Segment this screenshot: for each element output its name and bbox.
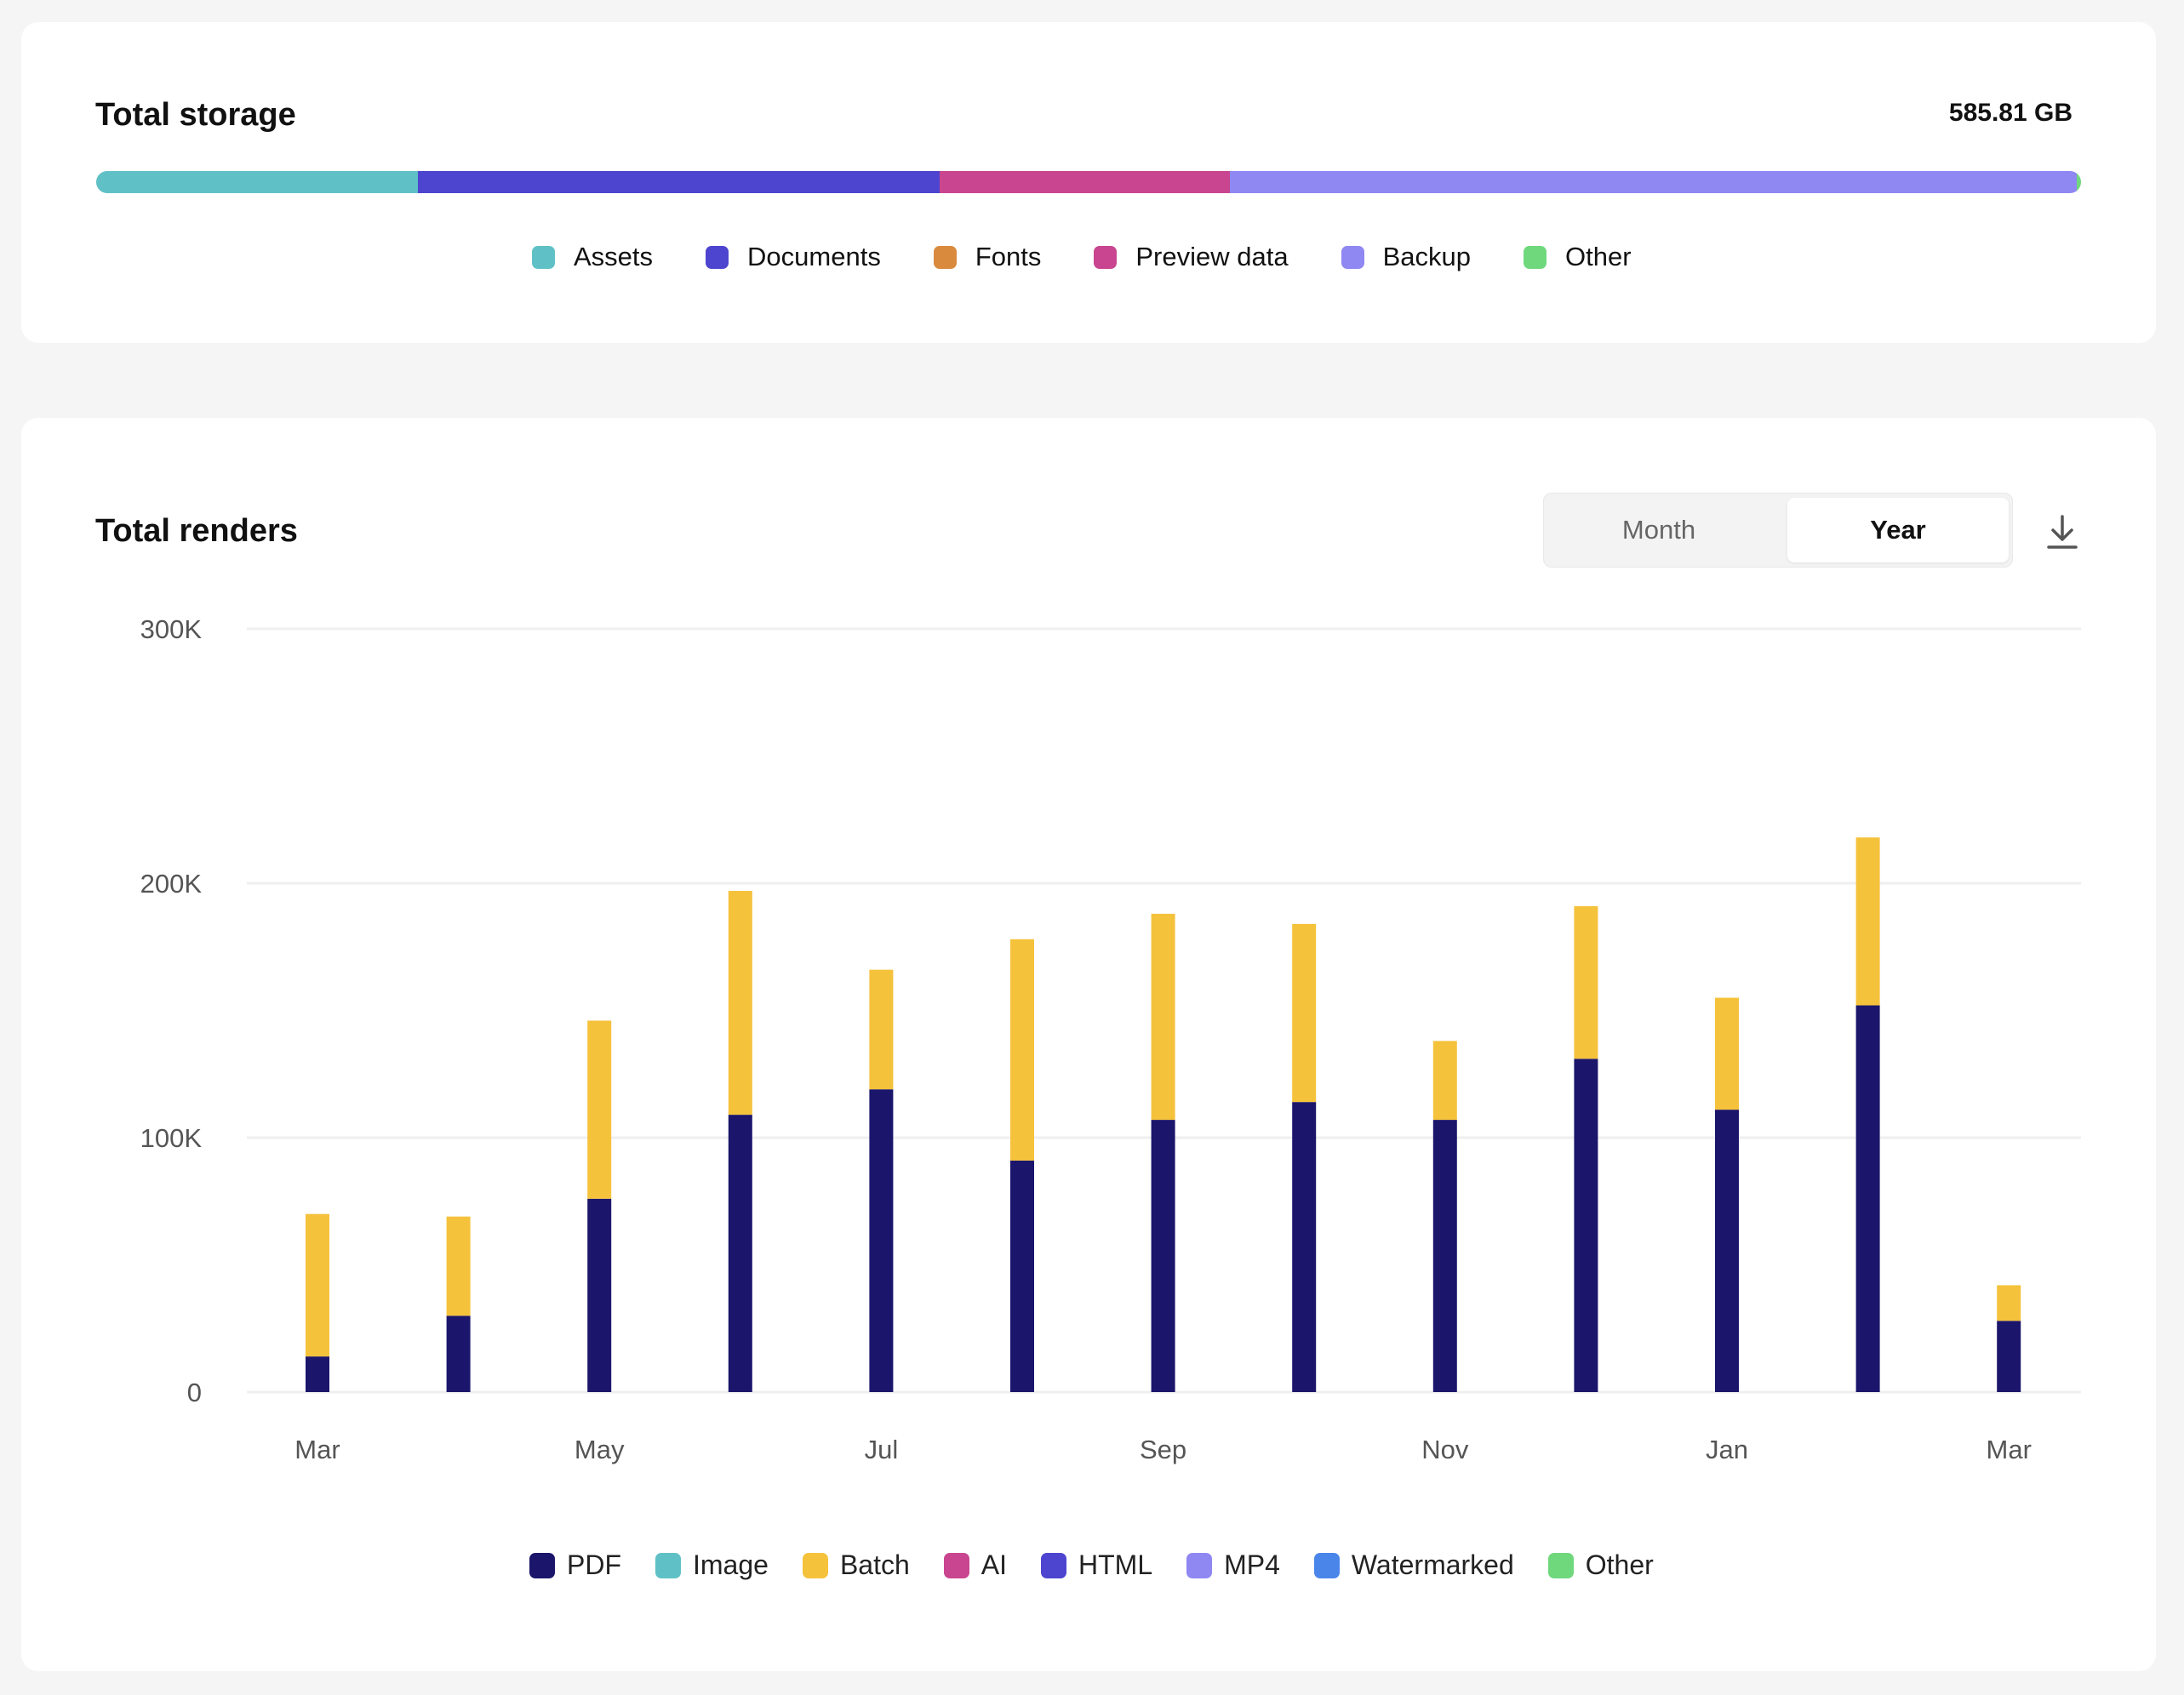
x-tick-label: Mar — [294, 1435, 340, 1464]
month-toggle-button[interactable]: Month — [1548, 498, 1769, 562]
storage-title: Total storage — [95, 97, 296, 133]
bar-pdf — [1292, 1102, 1317, 1392]
bar-batch — [728, 890, 752, 1116]
bar-batch — [1997, 1285, 2021, 1321]
storage-bar — [96, 171, 2081, 193]
legend-swatch — [802, 1552, 828, 1578]
y-tick-label: 0 — [187, 1378, 202, 1407]
renders-legend-item-ai[interactable]: AI — [943, 1549, 1007, 1581]
legend-swatch — [1313, 1552, 1340, 1578]
legend-label: Fonts — [975, 242, 1042, 271]
renders-legend-item-other[interactable]: Other — [1547, 1549, 1654, 1581]
year-toggle-button[interactable]: Year — [1787, 498, 2009, 562]
bar-batch — [1432, 1041, 1457, 1121]
legend-swatch — [1186, 1552, 1213, 1578]
renders-title: Total renders — [95, 513, 298, 549]
legend-label: PDF — [567, 1549, 621, 1580]
legend-swatch — [529, 1552, 555, 1578]
bar-pdf — [1010, 1160, 1034, 1392]
bar-batch — [446, 1216, 471, 1316]
bar-pdf — [869, 1089, 894, 1392]
storage-legend-item-backup: Backup — [1341, 242, 1471, 272]
legend-label: Backup — [1382, 242, 1471, 271]
renders-legend-item-html[interactable]: HTML — [1041, 1549, 1152, 1581]
bar-pdf — [728, 1115, 752, 1392]
legend-label: Assets — [574, 242, 654, 271]
storage-legend-item-other: Other — [1523, 242, 1632, 272]
legend-label: Documents — [747, 242, 881, 271]
legend-swatch — [943, 1552, 969, 1578]
legend-label: Other — [1585, 1549, 1654, 1580]
renders-legend-item-image[interactable]: Image — [655, 1549, 769, 1581]
legend-swatch — [1041, 1552, 1066, 1578]
bar-batch — [1292, 923, 1317, 1103]
storage-segment-other — [2077, 171, 2081, 193]
legend-swatch — [706, 245, 729, 269]
bar-pdf — [1997, 1321, 2021, 1392]
bar-pdf — [306, 1356, 329, 1392]
storage-segment-documents — [417, 171, 940, 193]
storage-legend-item-fonts: Fonts — [933, 242, 1042, 272]
bar-pdf — [1151, 1120, 1175, 1392]
legend-swatch — [1547, 1552, 1574, 1578]
legend-swatch — [532, 245, 555, 269]
bar-pdf — [446, 1315, 471, 1392]
renders-legend-item-batch[interactable]: Batch — [802, 1549, 910, 1581]
y-tick-label: 100K — [140, 1123, 203, 1153]
x-tick-label: Nov — [1421, 1435, 1469, 1464]
download-button[interactable] — [2038, 508, 2086, 556]
legend-label: MP4 — [1224, 1549, 1280, 1580]
legend-label: Image — [693, 1549, 769, 1580]
legend-label: Preview data — [1135, 242, 1289, 271]
storage-legend-item-documents: Documents — [706, 242, 881, 272]
bar-batch — [306, 1213, 329, 1357]
x-tick-label: Sep — [1140, 1435, 1186, 1464]
legend-swatch — [1523, 245, 1547, 269]
x-tick-label: Jul — [865, 1435, 899, 1464]
bar-batch — [587, 1020, 612, 1199]
y-tick-label: 200K — [140, 869, 203, 899]
period-toggle: Month Year — [1543, 493, 2013, 568]
renders-chart: 0 100K 200K 300K Mar May Jul Sep Nov Jan Mar — [140, 614, 2081, 1464]
renders-legend-item-watermarked[interactable]: Watermarked — [1313, 1549, 1514, 1581]
legend-label: HTML — [1078, 1549, 1153, 1580]
bar-pdf — [1855, 1005, 1880, 1392]
legend-label: Batch — [839, 1549, 910, 1580]
bar-batch — [869, 969, 894, 1090]
bar-pdf — [1432, 1120, 1457, 1392]
renders-legend-item-pdf[interactable]: PDF — [529, 1549, 621, 1581]
legend-swatch — [933, 245, 957, 269]
bar-pdf — [587, 1198, 612, 1392]
x-tick-label: Mar — [1987, 1435, 2032, 1464]
x-tick-label: Jan — [1706, 1435, 1748, 1464]
legend-swatch — [1341, 245, 1364, 269]
bar-pdf — [1715, 1110, 1739, 1392]
renders-legend-item-mp4[interactable]: MP4 — [1186, 1549, 1280, 1581]
storage-segment-preview-data — [940, 171, 1230, 193]
bar-batch — [1151, 913, 1175, 1121]
storage-segment-assets — [96, 171, 418, 193]
renders-card: Total renders Month Year 0 100K 200K 300K Ma… — [21, 418, 2156, 1671]
bar-batch — [1855, 837, 1880, 1006]
legend-swatch — [1094, 245, 1118, 269]
bar-batch — [1010, 939, 1034, 1161]
legend-label: Other — [1564, 242, 1632, 271]
bar-batch — [1715, 997, 1739, 1110]
storage-card: Total storage 585.81 GB Assets Documents F… — [21, 22, 2156, 343]
storage-segment-backup — [1229, 171, 2078, 193]
legend-label: Watermarked — [1351, 1549, 1514, 1580]
download-icon — [2047, 515, 2078, 549]
storage-total: 585.81 GB — [1948, 99, 2073, 127]
storage-legend-item-assets: Assets — [532, 242, 653, 272]
legend-swatch — [655, 1552, 681, 1578]
y-tick-label: 300K — [140, 614, 203, 644]
storage-legend: Assets Documents Fonts Preview data Backup Ot… — [532, 242, 1684, 272]
renders-legend: PDF Image Batch AI HTML MP4 Watermarked Other — [529, 1549, 1688, 1581]
x-tick-label: May — [575, 1435, 625, 1464]
legend-label: AI — [981, 1549, 1007, 1580]
storage-legend-item-preview-data: Preview data — [1094, 242, 1289, 272]
bar-batch — [1574, 905, 1598, 1059]
bar-pdf — [1574, 1059, 1598, 1392]
